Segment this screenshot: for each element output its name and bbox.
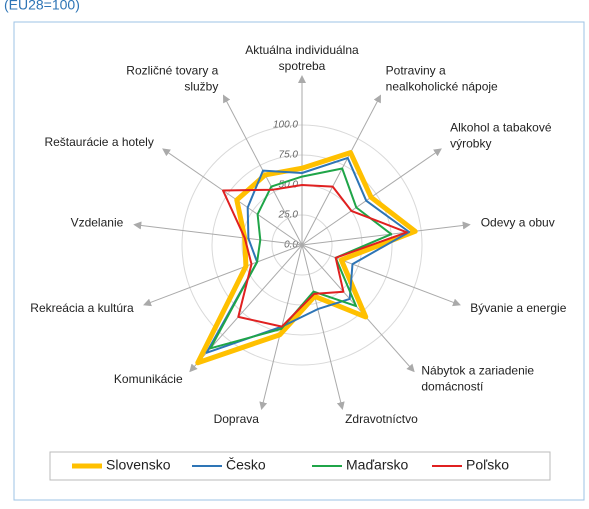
axis-line xyxy=(301,94,382,246)
axis-line xyxy=(301,244,415,373)
legend-label: Poľsko xyxy=(466,457,509,473)
category-label: Komunikácie xyxy=(114,372,183,386)
category-label: Aktuálna individuálna spotreba xyxy=(245,43,359,73)
axis-line xyxy=(162,148,303,246)
legend-label: Maďarsko xyxy=(346,457,409,473)
category-label: Nábytok a zariadenie domácností xyxy=(421,364,534,394)
y-tick-label: 50.0 xyxy=(279,180,299,191)
category-label: Zdravotníctvo xyxy=(345,412,418,426)
y-tick-label: 0.0 xyxy=(284,240,298,251)
y-tick-label: 75.0 xyxy=(279,150,299,161)
legend-label: Slovensko xyxy=(106,457,171,473)
legend-label: Česko xyxy=(226,457,266,473)
y-tick-label: 100.0 xyxy=(273,120,298,131)
axis-line xyxy=(301,221,471,246)
category-label: Rozličné tovary a služby xyxy=(126,64,218,94)
series-line xyxy=(222,184,408,328)
category-label: Reštaurácie a hotely xyxy=(44,135,153,149)
category-label: Odevy a obuv xyxy=(481,215,555,229)
category-label: Vzdelanie xyxy=(71,215,124,229)
y-tick-label: 25.0 xyxy=(278,210,299,221)
series-line xyxy=(195,150,418,366)
category-label: Doprava xyxy=(214,412,260,426)
axis-line xyxy=(301,244,345,411)
series-line xyxy=(205,156,411,354)
category-label: Alkohol a tabakové výrobky xyxy=(450,121,552,151)
chart-title: (EU28=100) xyxy=(4,0,80,13)
category-label: Potraviny a nealkoholické nápoje xyxy=(386,64,498,94)
legend-box xyxy=(49,451,551,481)
axis-line xyxy=(143,244,303,307)
axis-line xyxy=(301,244,461,307)
chart-border xyxy=(13,21,585,501)
axis-line xyxy=(133,221,303,246)
category-label: Bývanie a energie xyxy=(470,301,566,315)
category-label: Rekreácia a kultúra xyxy=(30,301,134,315)
